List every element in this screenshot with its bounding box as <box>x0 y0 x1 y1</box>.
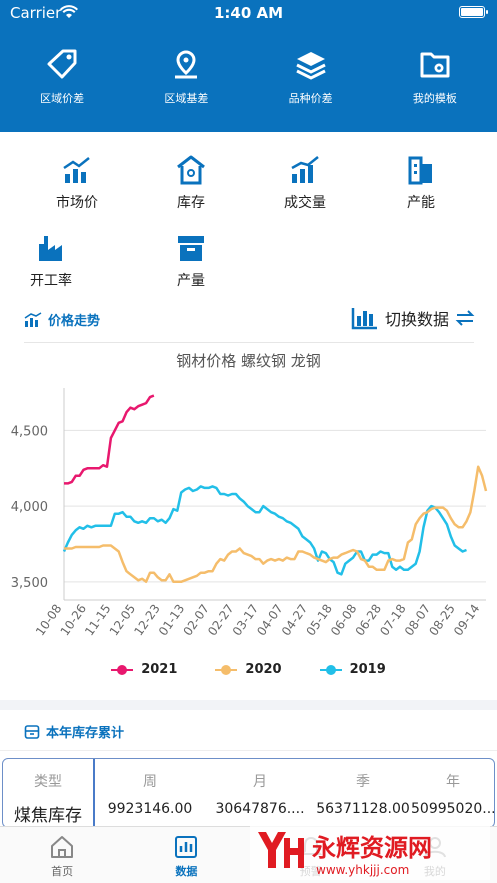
chart-title: 钢材价格 螺纹钢 龙钢 <box>176 352 321 370</box>
legend-swatch <box>215 664 238 675</box>
top-header: Carrier 1:40 AM 区域价差 区域基差 品种价差 我的模板 <box>0 0 497 132</box>
volume-chart-icon <box>291 156 319 183</box>
y-tick-label: 4,000 <box>11 500 48 515</box>
tab-home[interactable]: 首页 <box>0 827 124 883</box>
warehouse-icon <box>177 155 205 185</box>
divider <box>0 750 497 751</box>
watermark-logo: 永辉资源网 www.yhkjjj.com <box>250 824 490 880</box>
trend-chart-icon <box>24 311 42 327</box>
legend-swatch <box>319 664 342 675</box>
nav-variety-diff[interactable]: 品种价差 <box>249 48 373 106</box>
clock: 1:40 AM <box>213 4 284 22</box>
table-col-quarter: 季 56371128.00 <box>316 774 410 817</box>
top-nav: 区域价差 区域基差 品种价差 我的模板 <box>0 48 497 106</box>
legend-swatch <box>111 664 134 675</box>
category-market-price[interactable]: 市场价 <box>37 154 117 212</box>
trend-title: 价格走势 <box>24 310 100 329</box>
buildings-icon <box>408 156 432 185</box>
y-tick-label: 4,500 <box>11 424 48 439</box>
chart-legend: 2021 2020 2019 <box>0 662 497 677</box>
y-tick-label: 3,500 <box>11 576 48 591</box>
price-line-chart: 3,5004,0004,50010-0810-2611-1512-0512-23… <box>11 388 488 639</box>
series-line-2020 <box>64 465 488 584</box>
divider <box>24 342 474 343</box>
layers-icon <box>295 52 326 80</box>
inventory-section-title: 本年库存累计 <box>24 722 124 741</box>
category-volume[interactable]: 成交量 <box>265 154 345 212</box>
inventory-table[interactable]: 类型 煤焦库存 周 9923146.00 月 30647876.... 季 56… <box>2 758 495 828</box>
category-capacity[interactable]: 产能 <box>381 154 461 212</box>
box-icon <box>178 236 204 261</box>
swap-arrows-icon <box>455 310 475 326</box>
archive-icon <box>24 724 40 739</box>
nav-my-templates[interactable]: 我的模板 <box>373 48 497 106</box>
tab-data[interactable]: 数据 <box>124 827 248 883</box>
data-chart-icon <box>175 836 198 858</box>
battery-icon <box>459 6 488 18</box>
section-separator <box>0 700 497 710</box>
nav-region-basis[interactable]: 区域基差 <box>124 48 248 106</box>
table-col-month: 月 30647876.... <box>215 774 305 817</box>
legend-item-2019[interactable]: 2019 <box>319 662 386 677</box>
carrier-label: Carrier <box>10 4 62 22</box>
nav-region-price-diff[interactable]: 区域价差 <box>0 48 124 106</box>
svg-text:永辉资源网: 永辉资源网 <box>312 834 432 862</box>
price-tag-icon <box>47 49 77 79</box>
switch-data-button[interactable]: 切换数据 <box>351 306 475 330</box>
bar-chart-icon <box>351 308 377 330</box>
home-icon <box>51 836 74 858</box>
legend-item-2021[interactable]: 2021 <box>111 662 177 677</box>
status-bar: Carrier 1:40 AM <box>0 0 497 26</box>
folder-settings-icon <box>420 52 450 78</box>
series-line-2021 <box>64 394 155 485</box>
table-col-week: 周 9923146.00 <box>107 774 193 817</box>
table-col-type: 类型 煤焦库存 <box>3 759 95 827</box>
table-col-year: 年 50995020.... <box>411 774 495 817</box>
legend-item-2020[interactable]: 2020 <box>215 662 282 677</box>
category-output[interactable]: 产量 <box>151 232 231 290</box>
category-inventory[interactable]: 库存 <box>151 154 231 212</box>
factory-icon <box>39 236 62 261</box>
series-line-2019 <box>62 485 467 576</box>
bar-trend-icon <box>63 157 90 183</box>
x-tick-label: 09-14 <box>451 602 482 639</box>
trend-header: 价格走势 切换数据 <box>0 306 497 342</box>
wifi-icon <box>60 5 78 19</box>
category-operating-rate[interactable]: 开工率 <box>11 232 91 290</box>
map-pin-icon <box>175 50 198 79</box>
svg-text:www.yhkjjj.com: www.yhkjjj.com <box>316 863 409 877</box>
